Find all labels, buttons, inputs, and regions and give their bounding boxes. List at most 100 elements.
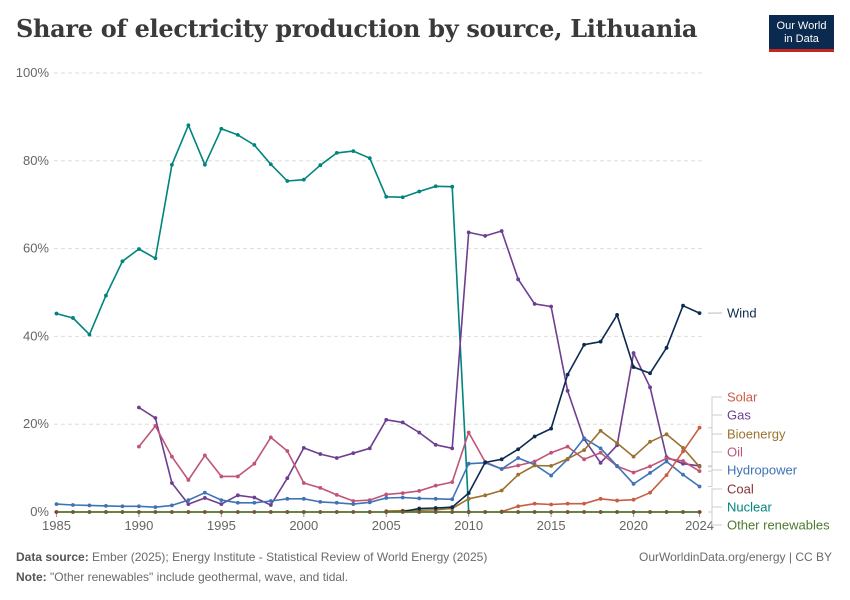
data-point-oil bbox=[549, 450, 554, 455]
data-point-wind bbox=[631, 365, 636, 370]
series-line-hydropower bbox=[56, 437, 700, 509]
data-point-wind bbox=[664, 345, 669, 350]
data-point-gas bbox=[400, 420, 405, 425]
data-point-hydropower bbox=[318, 500, 323, 504]
x-tick-label: 1990 bbox=[124, 518, 153, 533]
y-tick-label: 100% bbox=[16, 65, 50, 80]
data-point-hydropower bbox=[334, 500, 339, 505]
data-point-wind bbox=[681, 303, 685, 308]
data-point-oil bbox=[697, 469, 702, 474]
chart-title: Share of electricity production by sourc… bbox=[16, 14, 698, 43]
data-point-wind bbox=[697, 311, 702, 316]
data-point-nuclear bbox=[219, 126, 224, 131]
data-point-gas bbox=[466, 230, 471, 235]
data-point-gas bbox=[532, 302, 537, 306]
footer-note: Note: "Other renewables" include geother… bbox=[16, 570, 348, 584]
x-tick-label: 2000 bbox=[289, 518, 318, 533]
data-point-oil bbox=[186, 478, 191, 482]
data-point-oil bbox=[516, 463, 521, 468]
legend-connector-coal bbox=[708, 488, 722, 513]
data-point-oil bbox=[137, 444, 141, 449]
data-point-oil bbox=[417, 489, 422, 493]
data-point-gas bbox=[367, 446, 372, 451]
legend-connector-bioenergy bbox=[708, 433, 722, 468]
data-point-oil bbox=[268, 435, 273, 440]
legend-label-bioenergy: Bioenergy bbox=[727, 427, 786, 442]
data-point-hydropower bbox=[433, 496, 438, 501]
data-point-wind bbox=[499, 457, 504, 462]
legend-connector-nuclear bbox=[708, 506, 722, 513]
data-point-nuclear bbox=[301, 177, 306, 182]
data-point-oil bbox=[384, 492, 389, 497]
data-point-gas bbox=[318, 452, 323, 456]
x-tick-label: 2015 bbox=[537, 518, 566, 533]
data-point-gas bbox=[137, 405, 141, 410]
data-point-wind bbox=[549, 426, 554, 431]
data-point-oil bbox=[169, 454, 174, 459]
data-point-oil bbox=[681, 459, 685, 463]
data-point-bioenergy bbox=[483, 493, 488, 498]
legend-label-nuclear: Nuclear bbox=[727, 500, 772, 515]
data-point-oil bbox=[433, 483, 438, 488]
data-point-nuclear bbox=[153, 256, 158, 261]
data-point-wind bbox=[417, 506, 422, 511]
owid-logo[interactable]: Our World in Data bbox=[769, 15, 834, 52]
data-point-hydropower bbox=[516, 456, 521, 460]
data-point-hydropower bbox=[235, 500, 240, 505]
data-point-nuclear bbox=[169, 162, 174, 167]
data-point-solar bbox=[631, 497, 636, 502]
x-tick-label: 2020 bbox=[619, 518, 648, 533]
data-point-oil bbox=[400, 491, 405, 496]
data-point-gas bbox=[516, 277, 521, 282]
data-point-hydropower bbox=[104, 503, 108, 508]
data-point-hydropower bbox=[186, 498, 191, 503]
data-point-hydropower bbox=[71, 503, 75, 507]
data-point-nuclear bbox=[400, 195, 405, 200]
data-point-solar bbox=[532, 501, 537, 506]
data-point-gas bbox=[417, 430, 422, 435]
data-point-nuclear bbox=[433, 184, 438, 189]
data-point-nuclear bbox=[384, 194, 389, 199]
data-point-wind bbox=[483, 460, 488, 465]
legend-connector-other-renewables bbox=[708, 511, 722, 526]
data-point-hydropower bbox=[549, 473, 554, 478]
data-point-hydropower bbox=[417, 496, 422, 501]
data-point-solar bbox=[598, 496, 603, 501]
data-point-bioenergy bbox=[648, 439, 652, 444]
data-point-wind bbox=[615, 312, 619, 317]
data-point-oil bbox=[598, 450, 603, 455]
data-point-nuclear bbox=[120, 259, 125, 264]
data-point-hydropower bbox=[169, 503, 174, 508]
data-point-hydropower bbox=[252, 500, 257, 505]
data-point-bioenergy bbox=[598, 428, 603, 433]
data-point-hydropower bbox=[615, 464, 619, 468]
data-point-gas bbox=[433, 442, 438, 447]
data-point-gas bbox=[301, 446, 306, 450]
data-point-nuclear bbox=[351, 149, 356, 154]
data-point-hydropower bbox=[367, 500, 372, 505]
data-point-hydropower bbox=[466, 461, 471, 466]
data-point-nuclear bbox=[450, 184, 455, 189]
data-point-gas bbox=[285, 476, 290, 481]
data-point-coal bbox=[697, 510, 702, 514]
data-point-oil bbox=[631, 470, 636, 475]
y-tick-label: 40% bbox=[23, 328, 49, 343]
footer-url[interactable]: OurWorldinData.org/energy | CC BY bbox=[639, 550, 832, 564]
data-point-oil bbox=[301, 481, 306, 485]
legend-connector-solar bbox=[708, 396, 722, 429]
data-point-gas bbox=[351, 451, 356, 456]
data-point-gas bbox=[483, 233, 488, 238]
y-tick-label: 0% bbox=[30, 504, 49, 519]
data-point-gas bbox=[153, 416, 158, 420]
data-point-oil bbox=[466, 430, 471, 435]
y-tick-label: 80% bbox=[23, 153, 49, 168]
data-point-nuclear bbox=[87, 332, 92, 337]
data-point-oil bbox=[153, 424, 158, 428]
data-point-oil bbox=[532, 459, 537, 464]
legend-connector-oil bbox=[708, 451, 722, 472]
data-point-bioenergy bbox=[582, 448, 587, 453]
data-point-nuclear bbox=[235, 132, 240, 137]
data-point-gas bbox=[202, 496, 207, 500]
data-point-gas bbox=[186, 502, 191, 506]
legend-label-solar: Solar bbox=[727, 390, 758, 405]
